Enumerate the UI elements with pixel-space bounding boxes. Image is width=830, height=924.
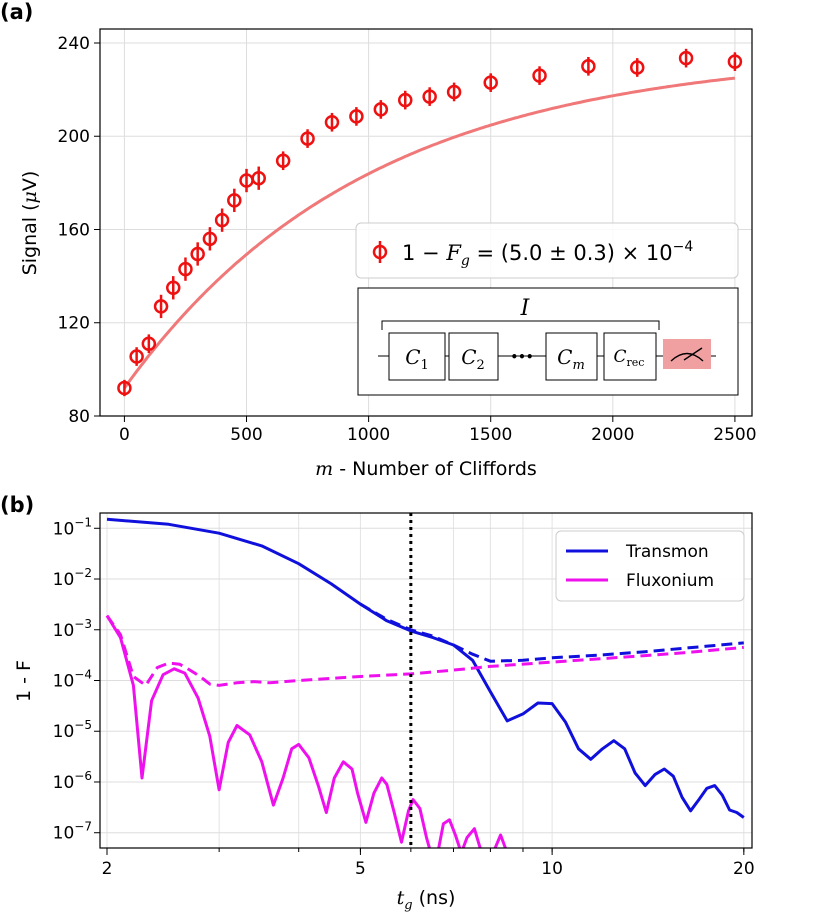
data-point (251, 170, 266, 186)
y-tick-label: 10−3 (53, 617, 92, 641)
panel-a-data-points (117, 48, 743, 397)
panel-b-frame (99, 512, 753, 849)
inset-circuit: I C1 C2 ••• Cm Crec (357, 287, 739, 396)
y-tick-label: 80 (68, 407, 90, 427)
x-tick-label: 500 (230, 425, 262, 445)
y-tick-label: 10−4 (53, 668, 92, 692)
data-point (349, 109, 364, 124)
data-point (397, 92, 413, 108)
gate-cm (545, 332, 598, 381)
panel-b-label: (b) (0, 493, 34, 517)
data-point (373, 102, 389, 117)
data-point (324, 115, 340, 130)
panel-b-xlabel: tg (ns) (397, 887, 456, 913)
data-point (581, 59, 596, 74)
y-tick-label: 200 (58, 127, 90, 147)
y-tick-label: 10−7 (53, 820, 92, 844)
data-point (178, 261, 193, 277)
legend-label: 1 − Fg = (5.0 ± 0.3) × 10−4 (402, 239, 693, 269)
panel-a-xlabel: m - Number of Cliffords (315, 458, 537, 480)
x-tick-label: 1500 (469, 425, 512, 445)
inset-top-label: I (520, 296, 531, 321)
gate-c2 (448, 332, 499, 381)
panel-a: (a) 0 500 1000 1500 2000 2500 80 120 160 200 240 m… (0, 0, 757, 480)
panel-b-curves (105, 517, 745, 848)
data-point (214, 212, 230, 228)
gate-c1 (388, 332, 446, 381)
data-point (141, 336, 157, 351)
y-tick-label: 10−2 (53, 566, 92, 590)
y-tick-label: 10−6 (53, 769, 92, 793)
data-point (129, 349, 144, 364)
x-tick-label: 1000 (347, 425, 390, 445)
data-point (678, 50, 694, 66)
x-tick-label: 0 (119, 425, 130, 445)
panel-a-frame (99, 28, 753, 417)
data-point (422, 89, 437, 104)
data-point (446, 84, 462, 100)
meter-icon (670, 352, 704, 362)
data-point (483, 75, 498, 90)
data-point (117, 380, 132, 396)
fit-curve (123, 76, 736, 389)
data-point (202, 231, 218, 247)
y-tick-label: 10−5 (53, 718, 92, 742)
data-point (190, 246, 205, 262)
data-point (166, 280, 181, 296)
x-tick-label: 10 (541, 859, 563, 879)
data-point (727, 54, 743, 69)
gate-crec (603, 332, 657, 381)
panel-a-ticks: 0 500 1000 1500 2000 2500 80 120 160 200 240 (58, 34, 757, 445)
y-tick-label: 160 (58, 220, 90, 240)
svg-text:Cm: Cm (557, 345, 585, 373)
svg-text:C1: C1 (405, 345, 429, 373)
y-tick-label: 240 (58, 34, 90, 54)
data-point (300, 131, 315, 146)
legend-transmon-label: Transmon (625, 542, 709, 562)
svg-text:Crec: Crec (614, 347, 645, 369)
data-point (629, 60, 645, 75)
data-point (153, 299, 169, 314)
panel-b-legend: Transmon Fluxonium (555, 530, 745, 602)
transmon-solid-curve (106, 517, 745, 819)
fluxonium-solid-curve (105, 614, 507, 848)
data-point (532, 68, 547, 83)
inset-ellipsis: ••• (510, 350, 533, 364)
panel-b-ticks: 2 5 10 20 10−1 10−2 10−3 10−4 10−5 10−6 10−7 (53, 513, 755, 879)
panel-a-legend: 1 − Fg = (5.0 ± 0.3) × 10−4 (355, 222, 739, 279)
panel-b-ylabel: 1 - F (13, 660, 35, 702)
y-tick-label: 10−1 (53, 515, 92, 539)
legend-fluxonium-label: Fluxonium (626, 571, 714, 591)
x-tick-label: 5 (355, 859, 366, 879)
x-tick-label: 2000 (591, 425, 634, 445)
data-point (227, 193, 242, 208)
legend-circle-marker (372, 244, 388, 260)
panel-a-fit-line (123, 76, 736, 389)
x-tick-label: 20 (733, 859, 755, 879)
fluxonium-dashed-curve (105, 614, 744, 688)
panel-a-label: (a) (0, 0, 33, 24)
y-tick-label: 120 (58, 314, 90, 334)
panel-b: (b) 2 5 10 20 10−1 10−2 10−3 10−4 10−5 10−6 10−7 t… (0, 493, 755, 913)
data-point (275, 153, 291, 168)
svg-text:C2: C2 (461, 345, 485, 373)
x-tick-label: 2500 (713, 425, 756, 445)
x-tick-label: 2 (102, 859, 113, 879)
panel-a-ylabel: Signal (μV) (19, 171, 41, 276)
